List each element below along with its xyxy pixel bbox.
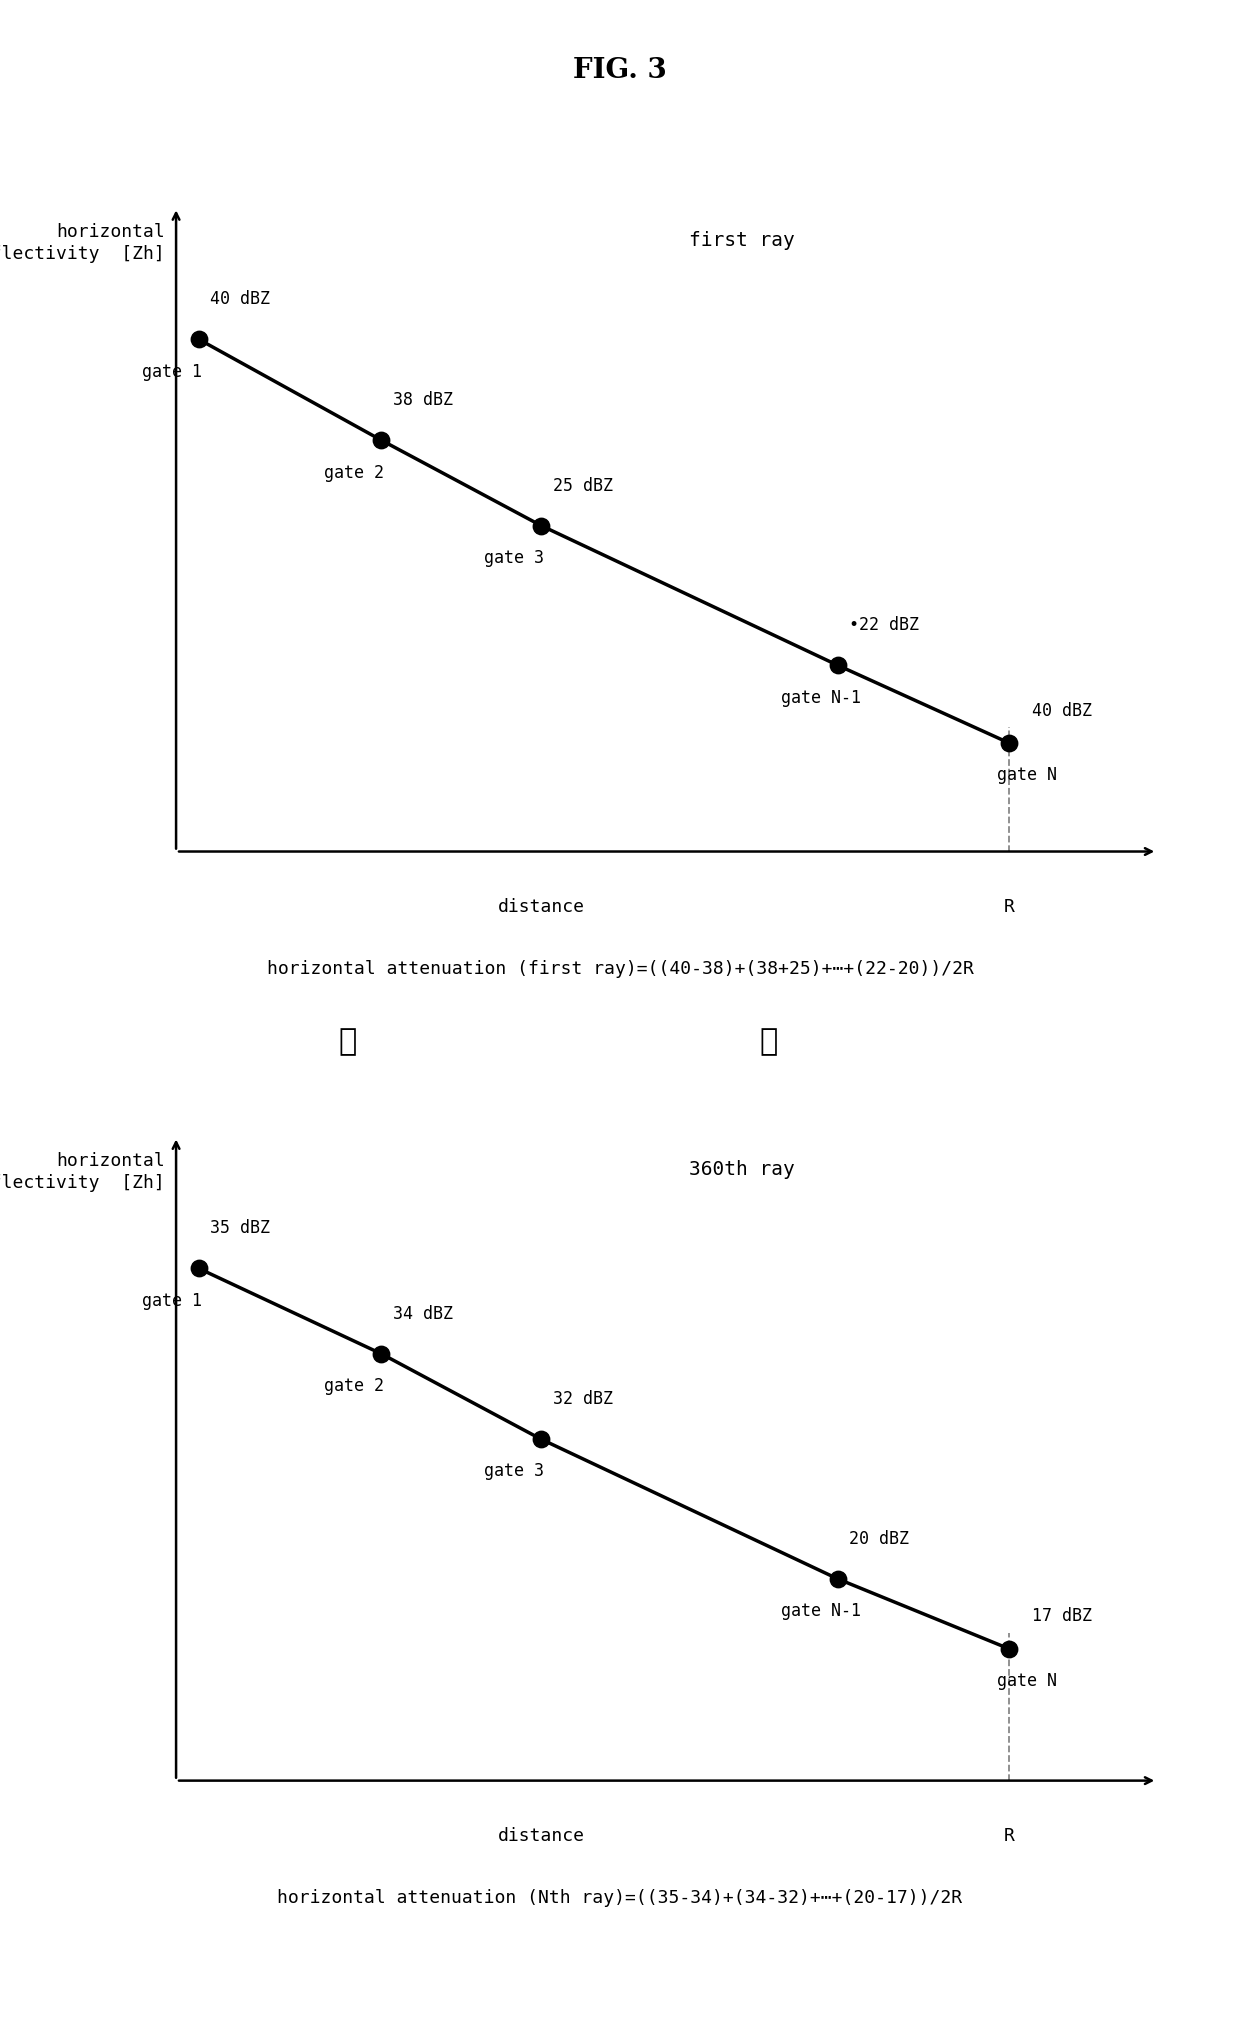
Text: ⋮: ⋮ <box>760 1025 777 1058</box>
Point <box>188 323 208 355</box>
Point <box>372 425 392 457</box>
Text: R: R <box>1003 1828 1014 1846</box>
Text: •22 dBZ: •22 dBZ <box>849 617 919 635</box>
Point <box>531 508 551 541</box>
Text: 20 dBZ: 20 dBZ <box>849 1529 909 1548</box>
Text: FIG. 3: FIG. 3 <box>573 57 667 84</box>
Text: 32 dBZ: 32 dBZ <box>553 1391 613 1409</box>
Text: gate N-1: gate N-1 <box>781 1603 861 1619</box>
Text: gate 3: gate 3 <box>484 1462 544 1480</box>
Text: 35 dBZ: 35 dBZ <box>211 1219 270 1237</box>
Text: horizontal attenuation (Nth ray)=((35-34)+(34-32)+⋯+(20-17))/2R: horizontal attenuation (Nth ray)=((35-34… <box>278 1889 962 1907</box>
Text: horizontal
reflectivity  [Zh]: horizontal reflectivity [Zh] <box>0 223 165 263</box>
Text: gate 1: gate 1 <box>141 1293 202 1309</box>
Point <box>372 1338 392 1370</box>
Text: gate N: gate N <box>997 1672 1058 1691</box>
Point <box>999 1632 1019 1664</box>
Text: horizontal
reflectivity  [Zh]: horizontal reflectivity [Zh] <box>0 1152 165 1193</box>
Text: first ray: first ray <box>689 231 795 249</box>
Text: 40 dBZ: 40 dBZ <box>211 290 270 308</box>
Text: distance: distance <box>497 898 584 917</box>
Text: gate 1: gate 1 <box>141 363 202 380</box>
Text: gate N-1: gate N-1 <box>781 688 861 707</box>
Text: gate 2: gate 2 <box>325 1376 384 1395</box>
Text: ⋮: ⋮ <box>339 1025 356 1058</box>
Text: horizontal attenuation (first ray)=((40-38)+(38+25)+⋯+(22-20))/2R: horizontal attenuation (first ray)=((40-… <box>267 960 973 978</box>
Point <box>999 727 1019 760</box>
Text: 34 dBZ: 34 dBZ <box>393 1305 453 1323</box>
Text: gate N: gate N <box>997 766 1058 784</box>
Text: 38 dBZ: 38 dBZ <box>393 392 453 408</box>
Text: gate 3: gate 3 <box>484 549 544 568</box>
Text: 40 dBZ: 40 dBZ <box>1032 702 1091 719</box>
Text: 25 dBZ: 25 dBZ <box>553 476 613 494</box>
Text: distance: distance <box>497 1828 584 1846</box>
Point <box>828 649 848 682</box>
Point <box>188 1252 208 1284</box>
Point <box>531 1423 551 1456</box>
Text: 17 dBZ: 17 dBZ <box>1032 1607 1091 1625</box>
Text: gate 2: gate 2 <box>325 464 384 482</box>
Text: 360th ray: 360th ray <box>689 1160 795 1178</box>
Text: R: R <box>1003 898 1014 917</box>
Point <box>828 1562 848 1595</box>
